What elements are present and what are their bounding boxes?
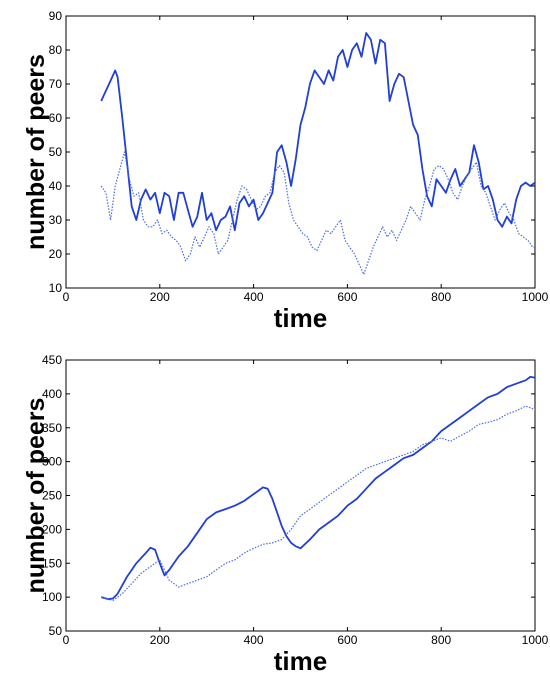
x-tick-label: 600: [337, 633, 357, 647]
y-tick-label: 300: [42, 455, 62, 469]
y-tick-label: 200: [42, 522, 62, 536]
x-tick-label: 400: [244, 633, 264, 647]
top-chart: 0 200 400 600 800 1000 10 20 30 40 50 60 70 80 90 time n…: [22, 9, 549, 333]
x-axis-label: time: [274, 646, 327, 675]
y-tick-label: 350: [42, 421, 62, 435]
series-line-solid: [100, 375, 535, 601]
plot-area: [65, 15, 536, 289]
y-tick-label: 40: [49, 179, 63, 193]
y-tick-label: 100: [42, 590, 62, 604]
x-tick-label: 400: [244, 290, 264, 304]
x-tick-label: 200: [150, 633, 170, 647]
x-tick-label: 0: [63, 633, 70, 647]
y-tick-label: 10: [49, 281, 63, 295]
y-tick-label: 250: [42, 489, 62, 503]
series-line-dotted: [101, 405, 535, 602]
x-tick-label: 800: [431, 290, 451, 304]
y-tick-label: 30: [49, 213, 63, 227]
y-tick-label: 50: [49, 145, 63, 159]
y-axis-label: number of peers: [22, 54, 50, 250]
y-tick-label: 90: [49, 9, 63, 23]
bottom-chart: 0 200 400 600 800 1000 50 100 150 200 250 300 350 400…: [22, 353, 549, 675]
y-tick-label: 50: [49, 624, 63, 638]
x-tick-label: 1000: [522, 633, 549, 647]
y-tick-label: 80: [49, 43, 63, 57]
y-tick-label: 20: [49, 247, 63, 261]
x-axis-label: time: [274, 303, 327, 333]
y-tick-label: 70: [49, 77, 63, 91]
plot-area: [65, 359, 536, 632]
x-tick-label: 600: [337, 290, 357, 304]
x-tick-label: 200: [150, 290, 170, 304]
x-tick-label: 1000: [522, 290, 549, 304]
x-tick-label: 0: [63, 290, 70, 304]
series-line-solid: [100, 32, 535, 232]
y-tick-label: 150: [42, 556, 62, 570]
y-tick-label: 400: [42, 387, 62, 401]
y-tick-label: 450: [42, 353, 62, 367]
y-tick-label: 60: [49, 111, 63, 125]
y-axis-label: number of peers: [22, 398, 50, 594]
x-tick-label: 800: [431, 633, 451, 647]
